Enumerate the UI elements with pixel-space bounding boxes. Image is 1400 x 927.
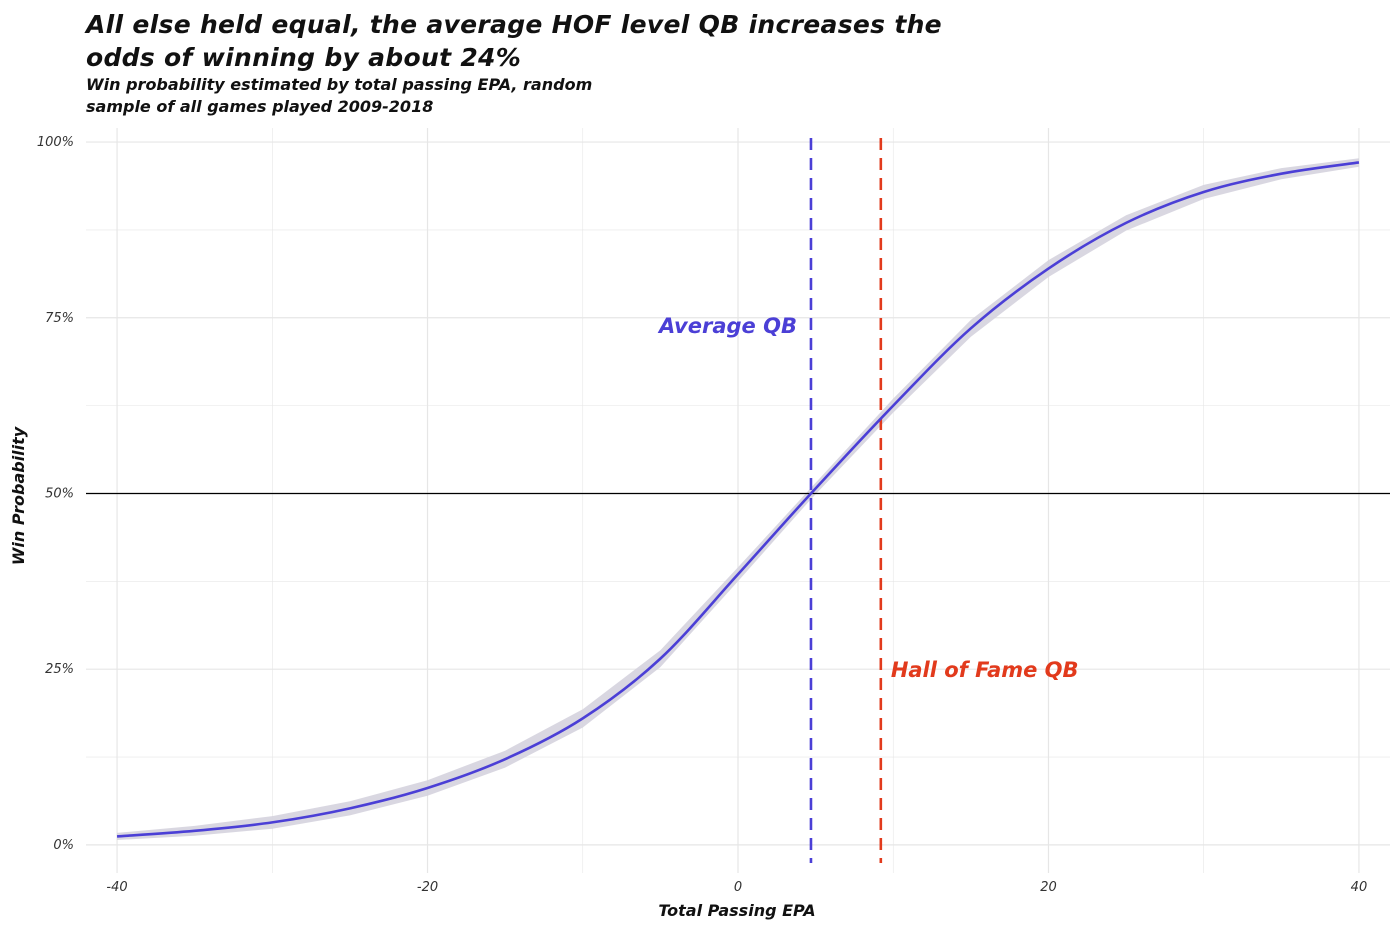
annotation-average-qb: Average QB bbox=[657, 314, 797, 338]
y-axis-title: Win Probability bbox=[9, 426, 28, 565]
y-tick-label: 25% bbox=[45, 662, 74, 677]
x-tick-label: -20 bbox=[417, 880, 438, 895]
x-tick-label: 40 bbox=[1351, 880, 1368, 895]
y-tick-label: 0% bbox=[53, 838, 74, 853]
ticks-layer: -40 -20 0 20 40 0% 25% 50% 75% 100% bbox=[37, 135, 1367, 895]
grid-layer bbox=[86, 128, 1390, 873]
y-tick-label: 50% bbox=[45, 486, 74, 501]
y-tick-label: 75% bbox=[45, 311, 74, 326]
win-probability-line bbox=[116, 161, 1360, 838]
x-tick-label: -40 bbox=[106, 880, 127, 895]
chart-subtitle: Win probability estimated by total passi… bbox=[86, 75, 593, 116]
chart-title: All else held equal, the average HOF lev… bbox=[86, 10, 942, 72]
series-layer bbox=[116, 161, 1360, 838]
annotation-hof-qb: Hall of Fame QB bbox=[891, 658, 1079, 682]
x-axis-title: Total Passing EPA bbox=[658, 901, 815, 920]
y-tick-label: 100% bbox=[37, 135, 74, 150]
title-block: All else held equal, the average HOF lev… bbox=[86, 8, 986, 118]
x-tick-label: 20 bbox=[1040, 880, 1057, 895]
reference-lines bbox=[86, 138, 1390, 863]
annotations: Average QB Hall of Fame QB bbox=[657, 314, 1079, 682]
x-tick-label: 0 bbox=[734, 880, 742, 895]
